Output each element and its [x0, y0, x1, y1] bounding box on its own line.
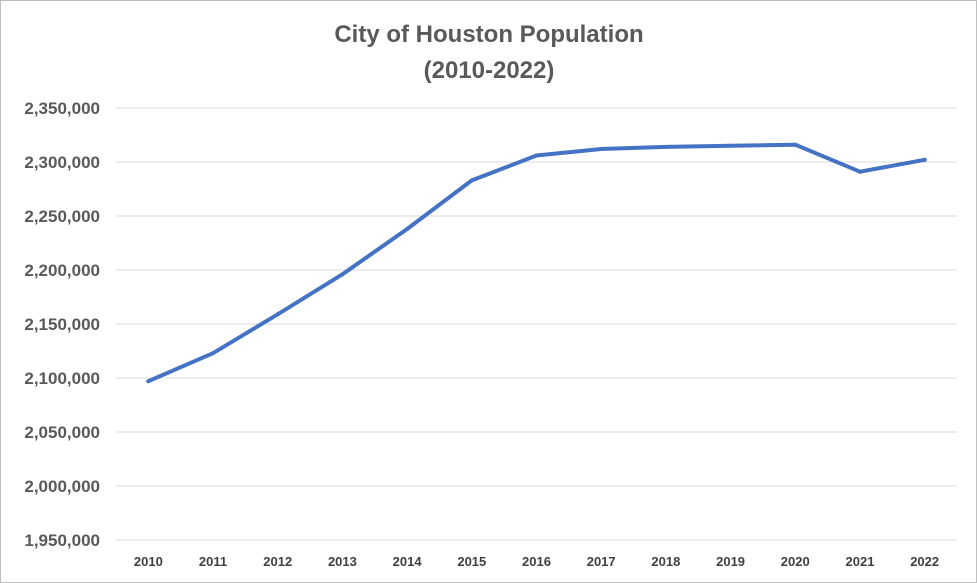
y-tick-label: 2,100,000	[24, 369, 100, 388]
series-population	[146, 142, 927, 384]
x-tick-label: 2020	[781, 554, 810, 569]
data-point	[728, 143, 733, 148]
y-tick-label: 2,350,000	[24, 99, 100, 118]
gridlines	[116, 107, 957, 541]
x-tick-label: 2012	[263, 554, 292, 569]
data-point	[405, 226, 410, 231]
data-point	[146, 379, 151, 384]
data-point	[922, 157, 927, 162]
y-tick-label: 2,200,000	[24, 261, 100, 280]
data-point	[211, 351, 216, 356]
chart-subtitle: (2010-2022)	[424, 57, 555, 84]
y-tick-label: 2,050,000	[24, 423, 100, 442]
x-tick-label: 2019	[716, 554, 745, 569]
data-point	[534, 153, 539, 158]
data-point	[275, 312, 280, 317]
x-tick-label: 2021	[846, 554, 875, 569]
y-tick-label: 2,150,000	[24, 315, 100, 334]
x-tick-label: 2017	[587, 554, 616, 569]
y-axis-tick-labels: 1,950,000 2,000,000 2,050,000 2,100,000 2,15…	[24, 99, 100, 550]
x-tick-label: 2022	[910, 554, 939, 569]
data-point	[663, 144, 668, 149]
data-point	[340, 272, 345, 277]
data-point	[469, 178, 474, 183]
y-tick-label: 1,950,000	[24, 531, 100, 550]
x-tick-label: 2018	[651, 554, 680, 569]
x-axis-tick-labels: 2010 2011 2012 2013 2014 2015 2016 2017 2018 2019…	[134, 554, 939, 569]
series-line	[146, 142, 927, 384]
x-tick-label: 2011	[199, 554, 227, 569]
x-tick-label: 2016	[522, 554, 551, 569]
chart-title: City of Houston Population	[334, 21, 643, 48]
y-tick-label: 2,250,000	[24, 207, 100, 226]
data-point	[793, 142, 798, 147]
x-tick-label: 2010	[134, 554, 163, 569]
x-tick-label: 2015	[457, 554, 486, 569]
x-tick-label: 2014	[393, 554, 423, 569]
x-tick-label: 2013	[328, 554, 357, 569]
y-tick-label: 2,300,000	[24, 153, 100, 172]
data-point	[599, 147, 604, 152]
data-point	[857, 169, 862, 174]
y-tick-label: 2,000,000	[24, 477, 100, 496]
